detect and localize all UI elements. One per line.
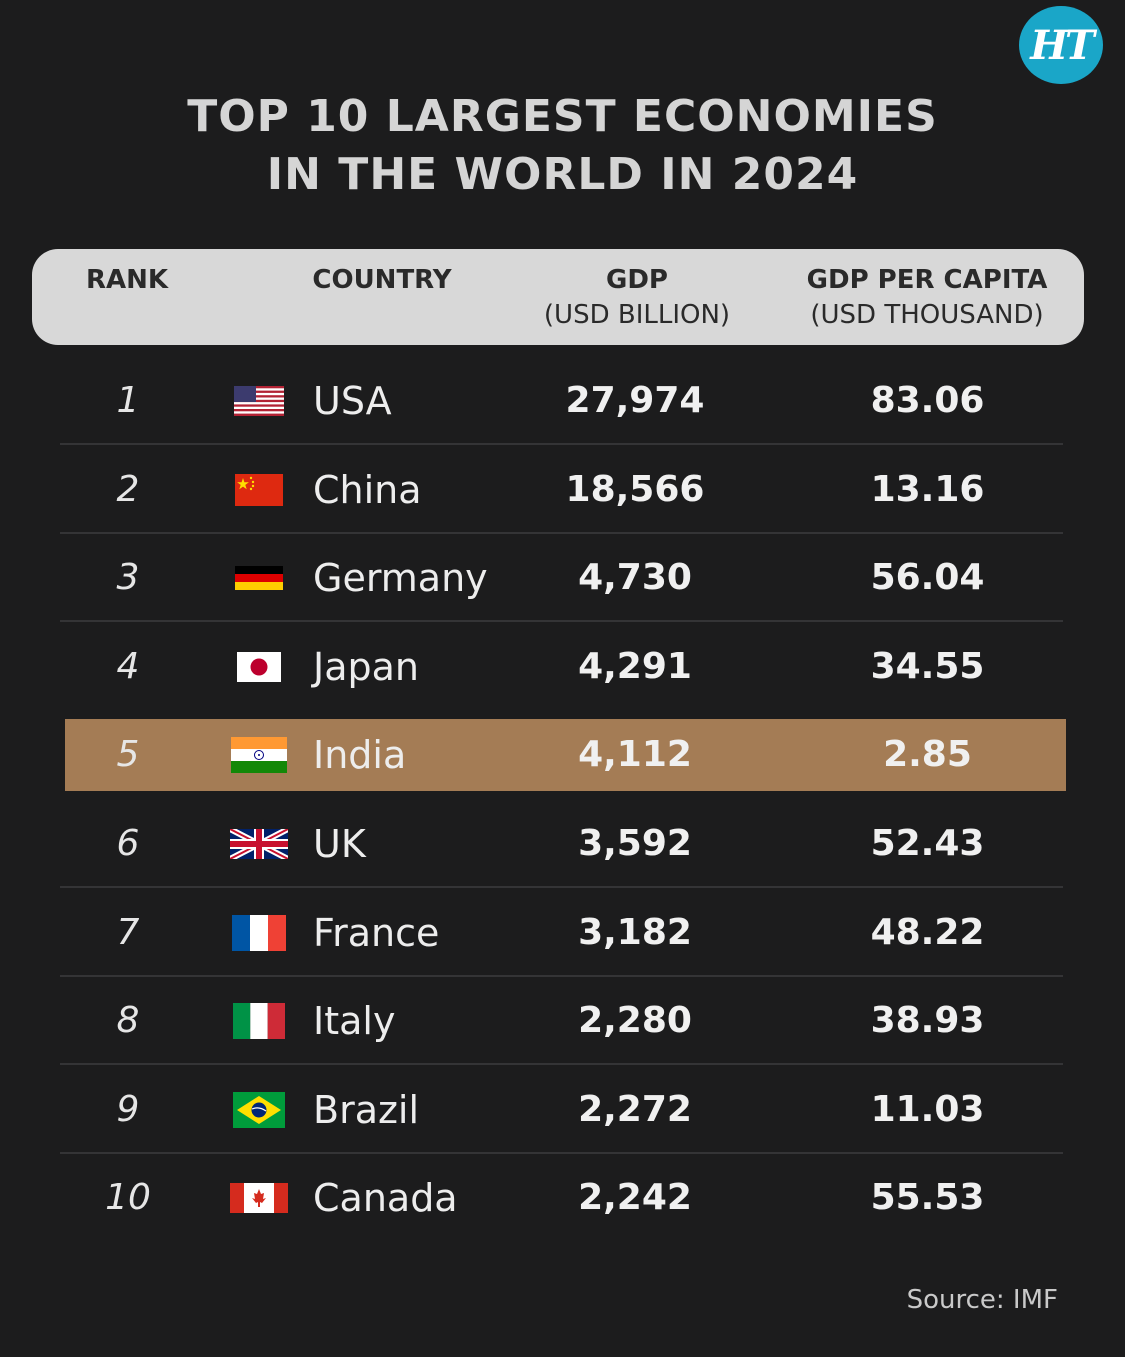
capita-cell: 2.85 <box>883 734 972 776</box>
capita-cell: 11.03 <box>870 1088 985 1130</box>
gdp-cell: 18,566 <box>565 468 705 510</box>
rank-cell: 8 <box>116 1000 140 1042</box>
row-divider <box>60 1063 1063 1066</box>
capita-cell: 48.22 <box>870 911 985 953</box>
country-cell: China <box>313 467 422 512</box>
title-line-2: IN THE WORLD IN 2024 <box>266 149 859 200</box>
header-country: COUNTRY <box>302 263 462 297</box>
germany-flag-icon <box>228 534 290 622</box>
gdp-cell: 3,592 <box>578 823 692 864</box>
gdp-cell: 2,272 <box>578 1088 692 1130</box>
country-cell: Germany <box>313 556 488 601</box>
uk-flag-icon <box>228 800 290 888</box>
rank-cell: 9 <box>116 1088 140 1130</box>
header-country-label: COUNTRY <box>312 265 452 295</box>
table-row: 7 France 3,182 48.22 <box>0 889 1125 977</box>
capita-cell: 38.93 <box>870 1000 985 1042</box>
canada-flag-icon <box>228 1154 290 1242</box>
italy-flag-icon <box>228 977 290 1065</box>
gdp-cell: 3,182 <box>578 911 692 953</box>
table-row: 6 UK 3,592 52.43 <box>0 800 1125 888</box>
table-row: 10 Canada 2,242 55.53 <box>0 1154 1125 1242</box>
header-capita-label: GDP PER CAPITA <box>806 265 1048 295</box>
table-row: 8 Italy 2,280 38.93 <box>0 977 1125 1066</box>
gdp-cell: 4,291 <box>578 645 692 687</box>
gdp-cell: 4,730 <box>578 557 692 599</box>
capita-cell: 13.16 <box>870 468 985 510</box>
ht-logo: HT <box>1019 6 1103 84</box>
table-header: RANK COUNTRY GDP (USD BILLION) GDP PER C… <box>32 249 1084 345</box>
country-cell: Brazil <box>313 1087 420 1132</box>
page-title: TOP 10 LARGEST ECONOMIES IN THE WORLD IN… <box>0 88 1125 204</box>
usa-flag-icon <box>228 357 290 445</box>
france-flag-icon <box>228 889 290 977</box>
china-flag-icon <box>228 446 290 534</box>
gdp-cell: 2,242 <box>578 1177 692 1219</box>
gdp-cell: 4,112 <box>578 734 692 776</box>
table-row: 2 China 18,566 13.16 <box>0 446 1125 534</box>
header-gdp-unit: (USD BILLION) <box>543 300 731 330</box>
header-capita: GDP PER CAPITA (USD THOUSAND) <box>787 263 1067 333</box>
capita-cell: 56.04 <box>870 557 985 599</box>
rank-cell: 10 <box>105 1177 151 1219</box>
header-capita-unit: (USD THOUSAND) <box>810 300 1044 330</box>
gdp-cell: 2,280 <box>578 1000 692 1042</box>
country-cell: India <box>313 733 407 778</box>
row-divider <box>60 443 1063 445</box>
gdp-cell: 27,974 <box>565 380 705 421</box>
table-row: 1 USA 27,974 83.06 <box>0 357 1125 445</box>
rank-cell: 3 <box>116 557 140 599</box>
country-cell: France <box>313 910 440 955</box>
table-row: 4 Japan 4,291 34.55 <box>0 623 1125 711</box>
row-divider <box>60 620 1063 623</box>
title-line-1: TOP 10 LARGEST ECONOMIES <box>187 91 938 142</box>
rank-cell: 7 <box>116 911 140 953</box>
table-row: 5 India 4,112 2.85 <box>0 711 1125 799</box>
country-cell: Canada <box>313 1176 458 1221</box>
brazil-flag-icon <box>228 1066 290 1154</box>
table-row: 3 Germany 4,730 56.04 <box>0 534 1125 623</box>
rank-cell: 4 <box>116 645 140 687</box>
header-rank-label: RANK <box>85 265 169 295</box>
rank-cell: 6 <box>116 823 140 864</box>
header-gdp: GDP (USD BILLION) <box>527 263 747 333</box>
india-flag-icon <box>228 711 290 799</box>
source-note: Source: IMF <box>906 1285 1058 1315</box>
country-cell: Japan <box>313 644 419 689</box>
capita-cell: 55.53 <box>870 1177 985 1219</box>
row-divider <box>60 531 1063 534</box>
capita-cell: 52.43 <box>870 823 985 864</box>
japan-flag-icon <box>228 623 290 711</box>
country-cell: UK <box>313 822 366 866</box>
row-divider <box>60 1151 1063 1154</box>
rank-cell: 2 <box>116 468 140 510</box>
rank-cell: 5 <box>116 734 140 776</box>
row-divider <box>60 974 1063 977</box>
country-cell: Italy <box>313 999 396 1044</box>
logo-text: HT <box>1030 21 1095 69</box>
country-cell: USA <box>313 379 392 423</box>
capita-cell: 34.55 <box>870 645 985 687</box>
rank-cell: 1 <box>116 380 140 421</box>
row-divider <box>60 886 1063 888</box>
header-rank: RANK <box>72 263 182 297</box>
capita-cell: 83.06 <box>870 380 985 421</box>
table-row: 9 Brazil 2,272 11.03 <box>0 1066 1125 1154</box>
header-gdp-label: GDP <box>606 265 668 295</box>
